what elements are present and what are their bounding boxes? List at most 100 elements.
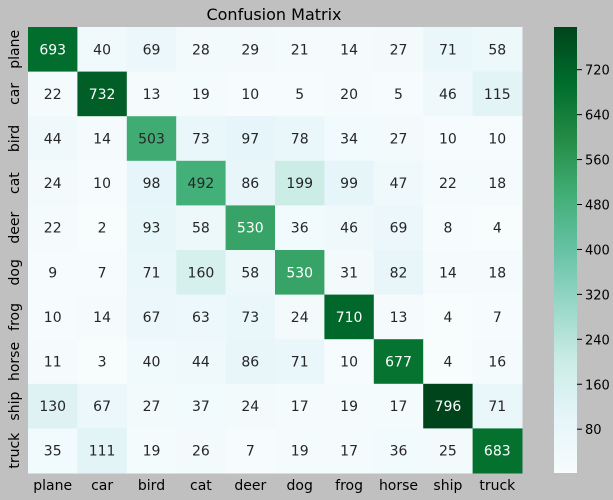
x-tick-label: dog <box>287 478 313 494</box>
cell-value-label: 29 <box>241 42 259 58</box>
colorbar-tick-label: 400 <box>585 243 610 258</box>
heatmap-cell <box>275 294 325 340</box>
heatmap-cell <box>275 27 325 73</box>
cell-value-label: 17 <box>390 399 408 415</box>
heatmap-cell <box>472 383 523 429</box>
cell-value-label: 47 <box>390 176 408 192</box>
cell-value-label: 24 <box>44 176 62 192</box>
cell-value-label: 8 <box>443 221 452 237</box>
cell-value-label: 7 <box>98 265 107 281</box>
cell-value-label: 492 <box>188 176 215 192</box>
cell-value-label: 19 <box>291 444 309 460</box>
cell-value-label: 31 <box>340 265 358 281</box>
colorbar-tick-label: 240 <box>585 333 610 348</box>
cell-value-label: 5 <box>295 87 304 103</box>
heatmap-cell <box>472 116 523 162</box>
heatmap-cell <box>275 116 325 162</box>
y-tick-label: deer <box>7 212 23 244</box>
heatmap-cell <box>324 250 375 296</box>
cell-value-label: 69 <box>143 42 161 58</box>
heatmap-cells <box>28 27 523 474</box>
heatmap-cell <box>28 116 78 162</box>
cell-value-label: 7 <box>246 444 255 460</box>
heatmap-cell <box>225 160 276 206</box>
x-tick-label: horse <box>379 478 418 494</box>
heatmap-cell <box>176 205 227 251</box>
cell-value-label: 10 <box>241 87 259 103</box>
cell-value-label: 46 <box>340 221 358 237</box>
cell-value-label: 17 <box>340 444 358 460</box>
heatmap-cell <box>176 71 227 117</box>
y-tick-label: ship <box>7 392 23 421</box>
cell-value-label: 10 <box>93 176 111 192</box>
heatmap-cell <box>225 250 276 296</box>
heatmap-cell <box>126 294 177 340</box>
heatmap-cell <box>423 383 474 429</box>
heatmap-cell <box>176 383 227 429</box>
cell-value-label: 160 <box>188 265 215 281</box>
colorbar-tick-label: 720 <box>585 64 610 79</box>
cell-value-label: 14 <box>93 310 111 326</box>
heatmap-cell <box>373 294 424 340</box>
cell-value-label: 18 <box>488 176 506 192</box>
heatmap-cell <box>324 339 375 385</box>
y-tick-label: bird <box>7 125 23 152</box>
cell-value-label: 683 <box>484 444 511 460</box>
cell-value-label: 24 <box>291 310 309 326</box>
cell-value-label: 22 <box>439 176 457 192</box>
cell-value-label: 58 <box>192 221 210 237</box>
heatmap-cell <box>472 250 523 296</box>
y-tick-label: plane <box>7 30 23 69</box>
cell-value-label: 115 <box>484 87 511 103</box>
cell-value-label: 13 <box>390 310 408 326</box>
heatmap-cell <box>126 205 177 251</box>
cell-value-label: 7 <box>493 310 502 326</box>
cell-value-label: 58 <box>241 265 259 281</box>
cell-value-label: 19 <box>340 399 358 415</box>
cell-value-label: 4 <box>443 310 452 326</box>
cell-value-label: 40 <box>143 355 161 371</box>
cell-value-label: 71 <box>143 265 161 281</box>
cell-value-label: 530 <box>237 221 264 237</box>
heatmap-cell <box>472 339 523 385</box>
heatmap-cell <box>275 428 325 474</box>
heatmap-cell <box>373 116 424 162</box>
cell-value-label: 71 <box>439 42 457 58</box>
heatmap-cell <box>275 339 325 385</box>
cell-value-label: 11 <box>44 355 62 371</box>
colorbar-tick-label: 160 <box>585 378 610 393</box>
colorbar-tick-label: 80 <box>585 423 602 438</box>
heatmap-cell <box>324 294 375 340</box>
cell-value-label: 24 <box>241 399 259 415</box>
heatmap-cell <box>373 205 424 251</box>
heatmap-cell <box>324 27 375 73</box>
y-tick-label: car <box>7 83 23 105</box>
heatmap-cell <box>28 428 78 474</box>
colorbar-tick-label: 560 <box>585 154 610 169</box>
heatmap-cell <box>28 71 78 117</box>
heatmap-cell <box>373 27 424 73</box>
heatmap-cell <box>77 339 128 385</box>
heatmap-cell <box>275 250 325 296</box>
cell-value-label: 25 <box>439 444 457 460</box>
heatmap-cell <box>77 160 128 206</box>
cell-value-label: 58 <box>488 42 506 58</box>
colorbar-ticks: 80 160 240 320 400 480 560 640 720 <box>577 64 610 438</box>
heatmap-cell <box>373 160 424 206</box>
cell-value-label: 22 <box>44 87 62 103</box>
cell-value-label: 67 <box>93 399 111 415</box>
heatmap-cell <box>472 205 523 251</box>
heatmap-cell <box>77 27 128 73</box>
heatmap-cell <box>225 71 276 117</box>
chart-title: Confusion Matrix <box>206 5 341 24</box>
cell-value-label: 28 <box>192 42 210 58</box>
cell-value-label: 99 <box>340 176 358 192</box>
heatmap-cell <box>423 160 474 206</box>
cell-value-label: 503 <box>138 132 165 148</box>
colorbar-tick-label: 640 <box>585 109 610 124</box>
heatmap-cell <box>423 339 474 385</box>
heatmap-cell <box>77 294 128 340</box>
heatmap-cell <box>423 116 474 162</box>
heatmap-cell <box>472 160 523 206</box>
